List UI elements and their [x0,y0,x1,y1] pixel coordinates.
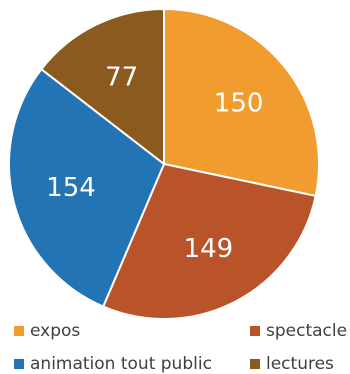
data-label-spectacle: 149 [184,234,234,264]
legend-swatch-lectures [250,359,260,369]
pie-slice-lectures [40,8,165,165]
legend-label-spectacle: spectacle [266,321,347,341]
pie-slice-animation-tout-public [8,68,165,308]
pie-slices [8,8,320,320]
data-label-lectures: 77 [105,63,138,93]
slice-labels: 150 149 154 77 [46,63,263,264]
legend-swatch-expos [14,326,24,336]
legend-label-expos: expos [30,321,80,341]
legend-swatch-animation-tout-public [14,359,24,369]
legend-label-animation-tout-public: animation tout public [30,354,212,374]
pie-slice-spectacle [102,163,317,320]
data-label-expos: 150 [214,88,264,118]
legend-label-lectures: lectures [266,354,334,374]
pie-slice-expos [163,8,320,197]
legend-swatch-spectacle [250,326,260,336]
data-label-animation-tout-public: 154 [46,173,96,203]
legend: expos spectacle animation tout public lectu… [14,321,347,374]
